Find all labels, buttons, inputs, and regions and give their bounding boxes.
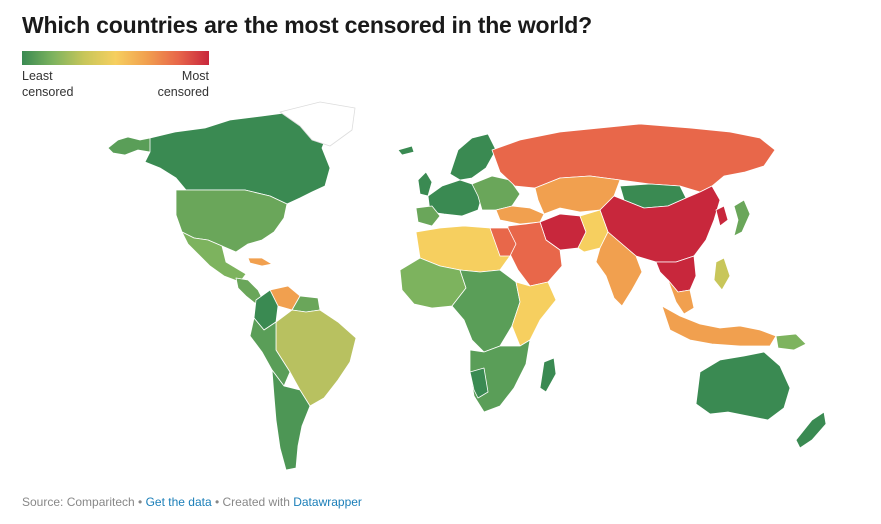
world-choropleth-map[interactable] [0, 100, 881, 485]
east-africa[interactable] [511, 281, 557, 347]
mexico[interactable] [181, 231, 247, 283]
legend-min-label: Least censored [22, 68, 102, 100]
footer-source: Source: Comparitech [22, 495, 135, 509]
iberia[interactable] [415, 205, 441, 227]
page-title: Which countries are the most censored in… [22, 12, 592, 38]
legend-max-label-line2: censored [157, 85, 209, 99]
thailand-malaysia[interactable] [667, 279, 695, 315]
japan[interactable] [733, 199, 751, 237]
legend-gradient-bar [22, 51, 209, 65]
legend-min-label-line2: censored [22, 85, 74, 99]
korea[interactable] [715, 205, 729, 227]
namibia[interactable] [469, 367, 489, 399]
canada[interactable] [144, 111, 331, 205]
cuba[interactable] [247, 257, 273, 267]
legend-min-label-line1: Least [22, 69, 53, 83]
legend-max-label-line1: Most [181, 69, 209, 83]
greenland[interactable] [279, 101, 356, 147]
madagascar[interactable] [539, 357, 557, 393]
new-zealand[interactable] [795, 411, 827, 449]
iceland[interactable] [397, 145, 415, 156]
australia[interactable] [695, 351, 791, 421]
uk[interactable] [417, 171, 433, 197]
philippines[interactable] [713, 257, 731, 291]
scandinavia[interactable] [449, 133, 497, 181]
peru-bolivia[interactable] [249, 317, 291, 387]
get-data-link[interactable]: Get the data [145, 495, 212, 509]
pakistan-afghanistan[interactable] [577, 209, 609, 253]
brazil[interactable] [275, 309, 357, 407]
argentina-chile[interactable] [271, 369, 311, 471]
indonesia[interactable] [661, 305, 777, 347]
russia[interactable] [491, 123, 776, 193]
middle-east[interactable] [507, 221, 563, 287]
papua[interactable] [775, 333, 807, 351]
turkey[interactable] [495, 205, 545, 225]
footer-separator: • [134, 495, 146, 509]
footer-created-with: • Created with [211, 495, 294, 509]
datawrapper-link[interactable]: Datawrapper [293, 495, 362, 509]
color-legend: Least censored Most censored [22, 51, 209, 100]
india[interactable] [595, 231, 643, 307]
legend-max-label: Most censored [129, 68, 209, 100]
egypt[interactable] [489, 227, 517, 257]
footer-credits: Source: Comparitech • Get the data • Cre… [22, 495, 362, 509]
